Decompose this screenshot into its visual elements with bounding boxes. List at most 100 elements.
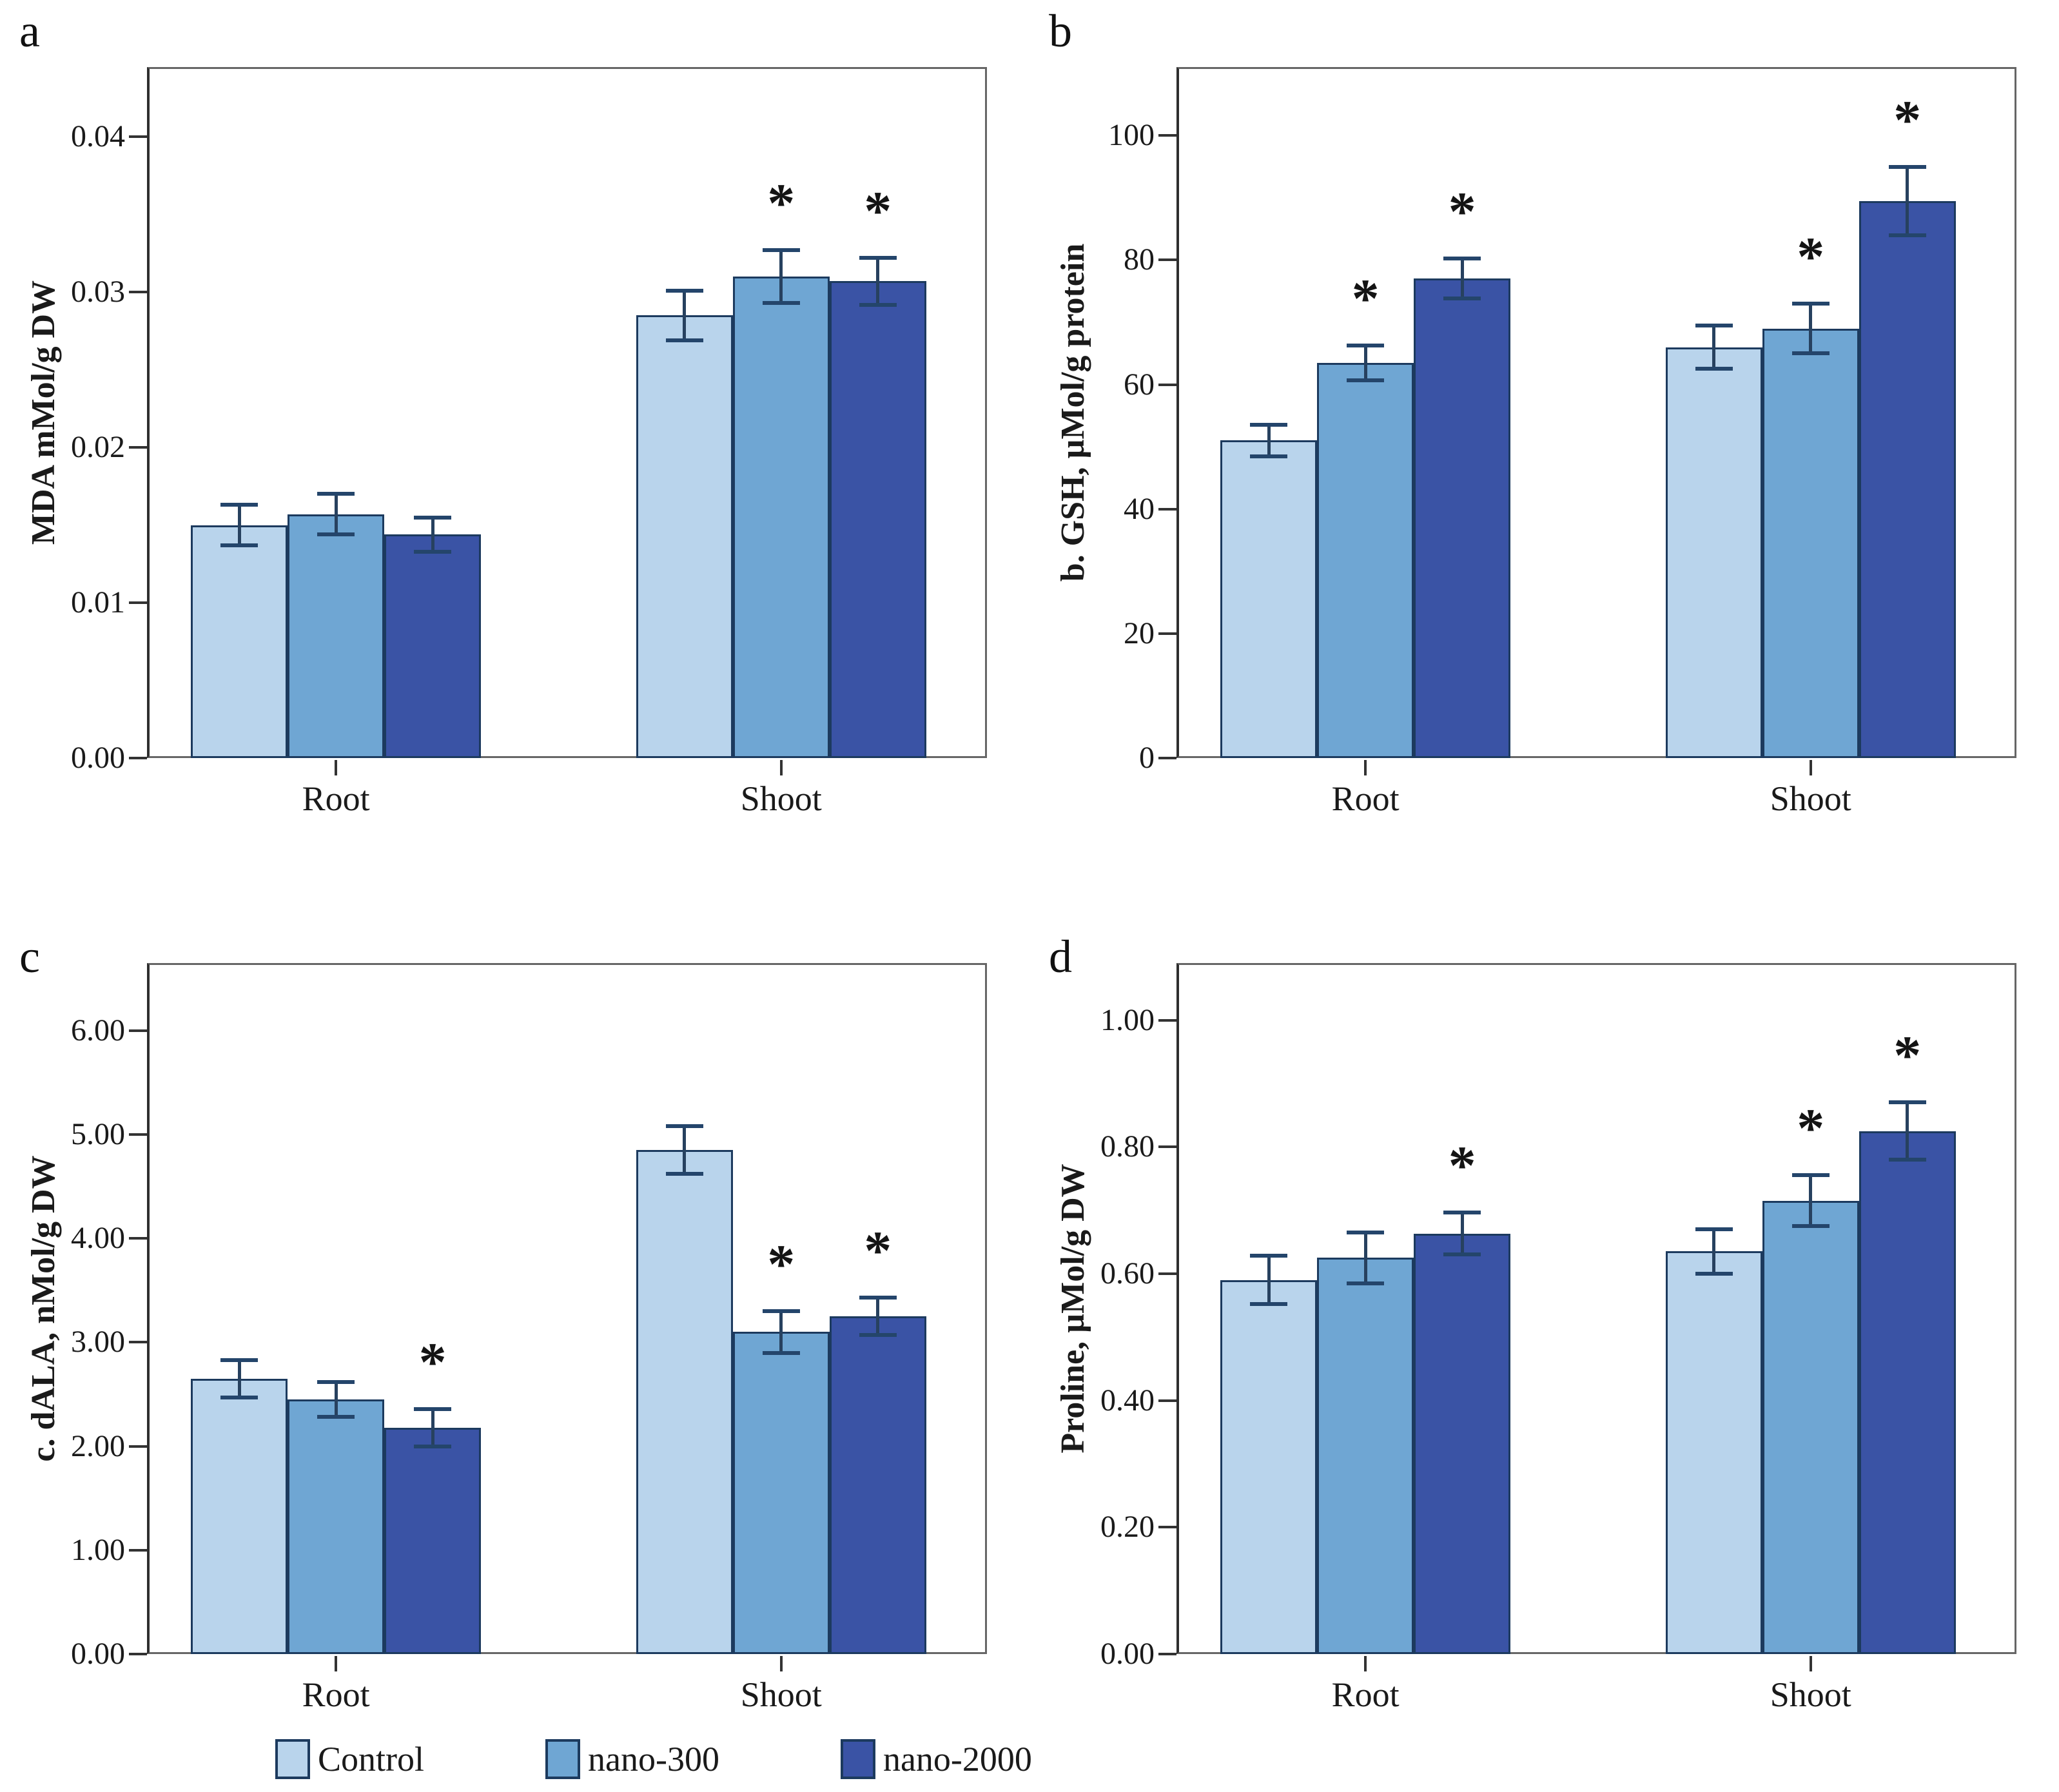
panel-d: d Proline, µMol/g DW 0.00 0.20 0.40 0.60 0.80 1… <box>1030 896 2059 1792</box>
legend-label-nano-300: nano-300 <box>588 1740 719 1778</box>
legend-item-nano-300: nano-300 <box>545 1739 719 1779</box>
sig-asterisk: * <box>767 172 795 235</box>
error-cap-top <box>220 1358 259 1362</box>
legend-item-control: Control <box>275 1739 424 1779</box>
bar <box>288 1399 385 1654</box>
error-cap-top <box>762 1309 800 1314</box>
bar <box>1665 347 1762 758</box>
error-cap-bottom <box>762 301 800 306</box>
error-whisker <box>431 1408 434 1446</box>
legend-swatch-control <box>275 1739 310 1779</box>
y-axis-label: MDA mMol/g DW <box>25 280 62 545</box>
error-cap-bottom <box>1250 1302 1288 1307</box>
y-tick-mark <box>1158 1272 1176 1275</box>
bar <box>1859 1131 1956 1654</box>
sig-asterisk: * <box>864 1220 892 1282</box>
error-cap-bottom <box>220 1395 259 1399</box>
error-cap-top <box>1791 301 1830 306</box>
plot-frame <box>1176 963 2016 1654</box>
error-cap-bottom <box>1443 1252 1481 1257</box>
error-cap-top <box>859 256 897 260</box>
panel-c: c c. dALA, nMol/g DW 0.00 1.00 2.00 3.00 4.00 5… <box>0 896 1030 1792</box>
bar <box>636 315 733 758</box>
error-cap-bottom <box>1695 1271 1733 1276</box>
y-tick-mark <box>129 1653 147 1655</box>
y-tick-label: 0 <box>1139 741 1155 775</box>
error-cap-top <box>1888 1100 1926 1105</box>
bar <box>1317 1258 1414 1654</box>
y-tick-label: 100 <box>1108 118 1155 153</box>
y-tick-label: 6.00 <box>71 1013 125 1047</box>
y-tick-label: 5.00 <box>71 1116 125 1151</box>
error-cap-top <box>1695 323 1733 327</box>
error-whisker <box>683 290 687 340</box>
legend-swatch-nano-2000 <box>840 1739 875 1779</box>
y-tick-mark <box>1158 1145 1176 1149</box>
y-tick-label: 0.03 <box>71 275 125 309</box>
x-tick-mark <box>779 760 783 775</box>
y-tick-label: 0.04 <box>71 119 125 154</box>
error-cap-top <box>665 288 703 293</box>
y-tick-label: 20 <box>1124 616 1155 650</box>
error-whisker <box>876 258 880 305</box>
y-tick-label: 0.00 <box>71 741 125 775</box>
error-cap-top <box>414 515 452 520</box>
error-cap-bottom <box>665 1172 703 1176</box>
error-cap-top <box>1250 1254 1288 1258</box>
panel-letter: d <box>1049 931 1072 982</box>
x-tick-mark <box>1809 760 1812 775</box>
sig-asterisk: * <box>1351 267 1380 329</box>
y-axis-label: b. GSH, µMol/g protein <box>1055 243 1091 582</box>
error-cap-bottom <box>665 338 703 342</box>
x-tick-mark <box>335 1656 338 1671</box>
bar <box>829 281 926 758</box>
y-tick-mark <box>1158 134 1176 137</box>
error-cap-bottom <box>762 1350 800 1355</box>
y-tick-label: 2.00 <box>71 1428 125 1463</box>
y-tick-label: 80 <box>1124 242 1155 277</box>
x-tick-mark <box>1364 1656 1367 1671</box>
error-whisker <box>334 494 338 535</box>
error-cap-top <box>414 1407 452 1411</box>
error-whisker <box>237 505 241 545</box>
legend: Control nano-300 nano-2000 <box>275 1737 1032 1782</box>
y-tick-label: 0.20 <box>1100 1510 1155 1544</box>
error-whisker <box>876 1298 880 1336</box>
bar <box>384 1427 482 1654</box>
sig-asterisk: * <box>1893 88 1922 151</box>
y-tick-mark <box>129 1133 147 1136</box>
error-cap-bottom <box>1888 233 1926 237</box>
panel-a: a MDA mMol/g DW 0.00 0.01 0.02 0.03 0.04 Root Sh… <box>0 0 1030 896</box>
error-cap-top <box>1347 343 1385 347</box>
bar <box>1317 362 1414 758</box>
sig-asterisk: * <box>418 1330 447 1393</box>
sig-asterisk: * <box>1797 1097 1825 1160</box>
error-cap-top <box>859 1296 897 1300</box>
error-cap-bottom <box>1791 1224 1830 1229</box>
error-cap-bottom <box>1888 1157 1926 1162</box>
x-category-label: Shoot <box>1770 1675 1851 1714</box>
error-cap-bottom <box>220 543 259 547</box>
panel-letter: b <box>1049 5 1072 57</box>
error-cap-bottom <box>859 1333 897 1338</box>
bar <box>1220 440 1318 758</box>
y-tick-label: 3.00 <box>71 1325 125 1359</box>
y-tick-label: 1.00 <box>1100 1002 1155 1037</box>
y-tick-label: 60 <box>1124 367 1155 402</box>
y-tick-mark <box>1158 757 1176 759</box>
y-tick-mark <box>1158 258 1176 262</box>
y-tick-label: 1.00 <box>71 1532 125 1567</box>
error-whisker <box>237 1359 241 1398</box>
error-whisker <box>779 250 783 304</box>
error-cap-top <box>762 248 800 253</box>
bar <box>829 1316 926 1654</box>
error-cap-bottom <box>1347 1281 1385 1285</box>
y-tick-label: 0.00 <box>1100 1637 1155 1671</box>
y-tick-mark <box>1158 1526 1176 1529</box>
bar <box>1220 1280 1318 1654</box>
panel-letter: c <box>19 931 40 982</box>
plot-frame <box>1176 67 2016 758</box>
error-cap-bottom <box>1347 378 1385 382</box>
error-cap-top <box>1443 1211 1481 1215</box>
plot-frame <box>147 963 987 1654</box>
